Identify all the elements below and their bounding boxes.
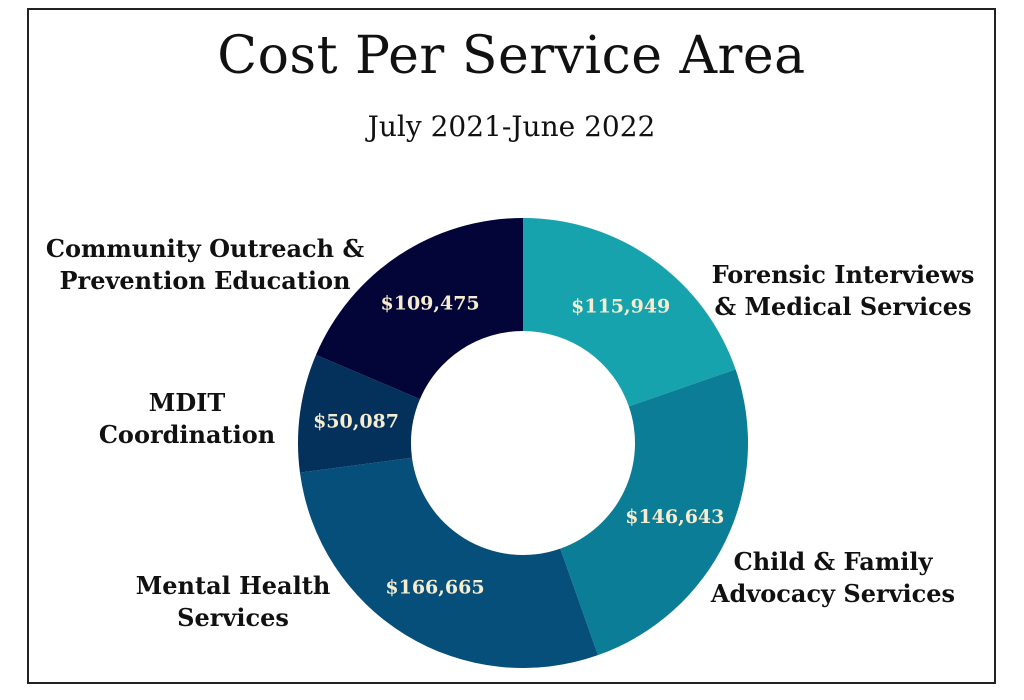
chart-title: Cost Per Service Area [217, 26, 806, 86]
category-label-5: Community Outreach & Prevention Education [46, 234, 365, 295]
slice-value-label-4: $50,087 [313, 410, 399, 432]
chart-subtitle: July 2021-June 2022 [367, 110, 656, 143]
slice-value-label-5: $109,475 [381, 292, 480, 314]
slice-value-label-1: $115,949 [571, 296, 670, 318]
donut-slice-3 [299, 457, 598, 668]
donut-slice-2 [560, 369, 748, 656]
category-label-1: Forensic Interviews & Medical Services [712, 260, 975, 321]
donut-slice-4 [298, 354, 420, 473]
category-label-2: Child & Family Advocacy Services [710, 547, 955, 608]
category-label-4: MDIT Coordination [99, 388, 275, 449]
slice-value-label-2: $146,643 [625, 506, 724, 528]
donut-slice-5 [315, 218, 523, 400]
category-label-3: Mental Health Services [136, 571, 331, 632]
slice-value-label-3: $166,665 [385, 577, 484, 599]
donut-slice-1 [523, 218, 736, 407]
